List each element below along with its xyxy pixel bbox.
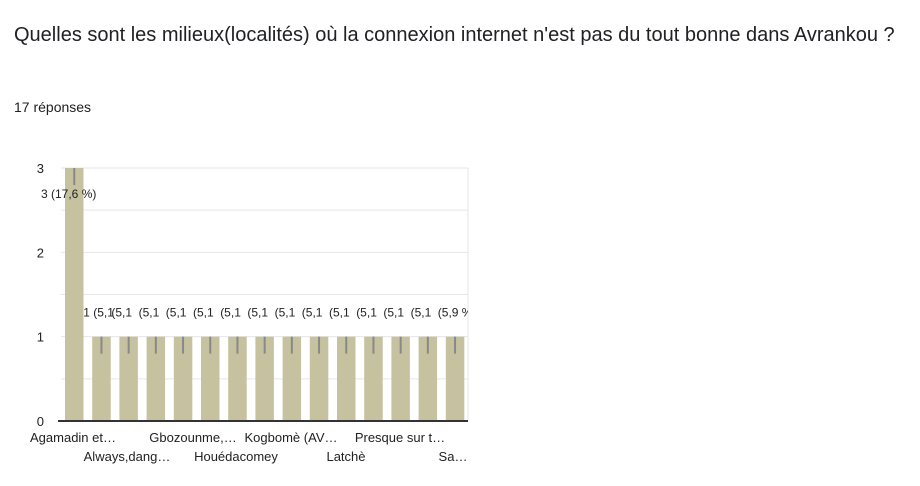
data-label: (5,1	[193, 306, 214, 320]
x-tick-label: Presque sur t…	[355, 430, 445, 445]
data-label: (5,1	[220, 306, 241, 320]
bar	[65, 168, 84, 421]
bar	[92, 336, 111, 421]
response-count: 17 réponses	[14, 99, 92, 115]
data-label: 1 (5,1	[83, 306, 114, 320]
question-title: Quelles sont les milieux(localités) où l…	[14, 24, 895, 46]
bar	[418, 336, 438, 421]
bar	[146, 336, 166, 421]
y-tick-label: 2	[37, 245, 44, 260]
x-tick-label: Sa…	[439, 449, 468, 464]
data-label: (5,1	[329, 306, 350, 320]
y-tick-label: 0	[37, 414, 44, 429]
bar	[119, 336, 138, 421]
y-tick-label: 1	[37, 330, 44, 345]
data-label: 3 (17,6 %)	[41, 187, 96, 201]
data-label: (5,9 %	[438, 306, 473, 320]
x-tick-label: Agamadin et…	[30, 430, 116, 445]
bar	[337, 336, 356, 421]
x-tick-label: Always,dang…	[84, 449, 171, 464]
bar	[201, 336, 220, 421]
bar	[391, 336, 410, 421]
x-tick-label: Latchè	[326, 449, 365, 464]
bar	[364, 336, 383, 421]
data-label: (5,1	[356, 306, 377, 320]
data-label: (5,1	[383, 306, 404, 320]
x-tick-label: Gbozounme,…	[149, 430, 236, 445]
data-label: (5,1	[275, 306, 296, 320]
bars-group: 1 (5,1(5,1 (5,1 (5,1 (5,1 (5,1 (5,1 (5,1 (5,1 (5…	[65, 168, 473, 421]
bar	[255, 336, 274, 421]
data-label: (5,1	[302, 306, 323, 320]
data-label: (5,1	[411, 306, 432, 320]
bar	[282, 336, 302, 421]
data-label: (5,1	[111, 306, 132, 320]
data-label: (5,1	[139, 306, 160, 320]
bar	[173, 336, 193, 421]
bar	[309, 336, 329, 421]
bar	[445, 336, 465, 421]
y-tick-label: 3	[37, 161, 44, 176]
data-label: (5,1	[247, 306, 268, 320]
data-label: (5,1	[166, 306, 187, 320]
x-tick-label: Houédacomey	[194, 449, 278, 464]
x-tick-label: Kogbomè (AV…	[245, 430, 338, 445]
bar	[228, 336, 247, 421]
